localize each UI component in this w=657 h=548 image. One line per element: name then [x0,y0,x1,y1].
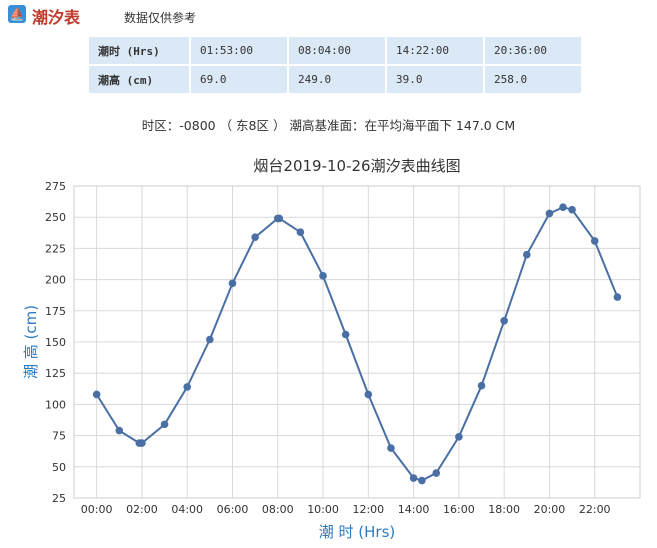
y-tick-label: 75 [52,430,66,443]
tide-height-cell: 258.0 [483,64,583,95]
data-point [418,476,426,485]
y-tick-label: 175 [45,305,66,318]
data-point [115,426,124,435]
data-point [613,293,622,301]
data-point [138,439,146,447]
data-point [477,381,486,390]
x-tick-label: 10:00 [307,503,339,516]
y-tick-label: 200 [45,274,66,287]
tide-table: 潮时 (Hrs) 01:53:00 08:04:00 14:22:00 20:3… [87,35,583,95]
x-tick-label: 04:00 [171,503,203,516]
x-tick-label: 16:00 [443,503,475,516]
x-tick-label: 18:00 [488,503,520,516]
y-tick-label: 250 [45,211,66,224]
time-header: 潮时 (Hrs) [87,35,191,66]
y-tick-label: 25 [52,492,66,505]
tide-time-cell: 01:53:00 [189,35,289,66]
plot-frame [73,185,641,499]
data-point [590,237,599,245]
sailboat-icon: ⛵ [8,5,26,23]
data-point [251,233,259,241]
data-point [455,433,463,441]
y-tick-label: 150 [45,336,66,349]
x-tick-label: 12:00 [352,503,384,516]
x-tick-label: 06:00 [217,503,249,516]
height-header: 潮高 (cm) [87,64,191,95]
table-row: 潮时 (Hrs) 01:53:00 08:04:00 14:22:00 20:3… [87,35,583,66]
data-point [206,335,214,344]
page-title: 潮汐表 [32,8,81,27]
data-point [275,214,284,223]
x-tick-label: 02:00 [126,503,158,516]
data-point [545,209,554,218]
y-tick-label: 100 [45,398,66,411]
tide-time-cell: 14:22:00 [385,35,485,66]
x-tick-label: 08:00 [262,503,294,516]
data-point [183,383,191,391]
data-point [92,390,101,399]
tide-time-cell: 20:36:00 [483,35,583,66]
tide-height-cell: 39.0 [385,64,485,95]
y-tick-label: 225 [45,242,66,255]
y-tick-label: 125 [45,367,66,380]
data-point [341,330,350,339]
x-tick-label: 22:00 [579,503,611,516]
data-point [364,390,373,399]
x-tick-label: 14:00 [398,503,430,516]
disclaimer-note: 数据仅供参考 [124,11,197,25]
data-point [160,420,169,429]
chart-title: 烟台2019-10-26潮汐表曲线图 [253,157,460,175]
tide-height-cell: 69.0 [189,64,289,95]
header: ⛵ 潮汐表 数据仅供参考 [0,0,657,34]
tide-time-cell: 08:04:00 [287,35,387,66]
data-point [228,279,237,288]
timezone-info: 时区：-0800 （ 东8区 ） 潮高基准面：在平均海平面下 147.0 CM [141,118,516,133]
data-point [500,316,508,325]
data-point [409,474,418,482]
y-tick-label: 275 [45,180,66,193]
series-line [95,206,619,482]
data-point [296,228,305,236]
data-point [523,250,531,259]
tide-height-cell: 249.0 [287,64,387,95]
x-tick-label: 00:00 [81,503,113,516]
data-point [432,469,441,477]
data-point [387,444,395,452]
table-row: 潮高 (cm) 69.0 249.0 39.0 258.0 [87,64,583,95]
data-point [319,272,327,280]
y-tick-label: 50 [52,461,66,474]
data-point [559,203,567,212]
y-axis-label: 潮 高 (cm) [22,305,40,379]
x-axis-label: 潮 时 (Hrs) [319,523,396,541]
data-point [568,205,576,214]
x-tick-label: 20:00 [534,503,566,516]
